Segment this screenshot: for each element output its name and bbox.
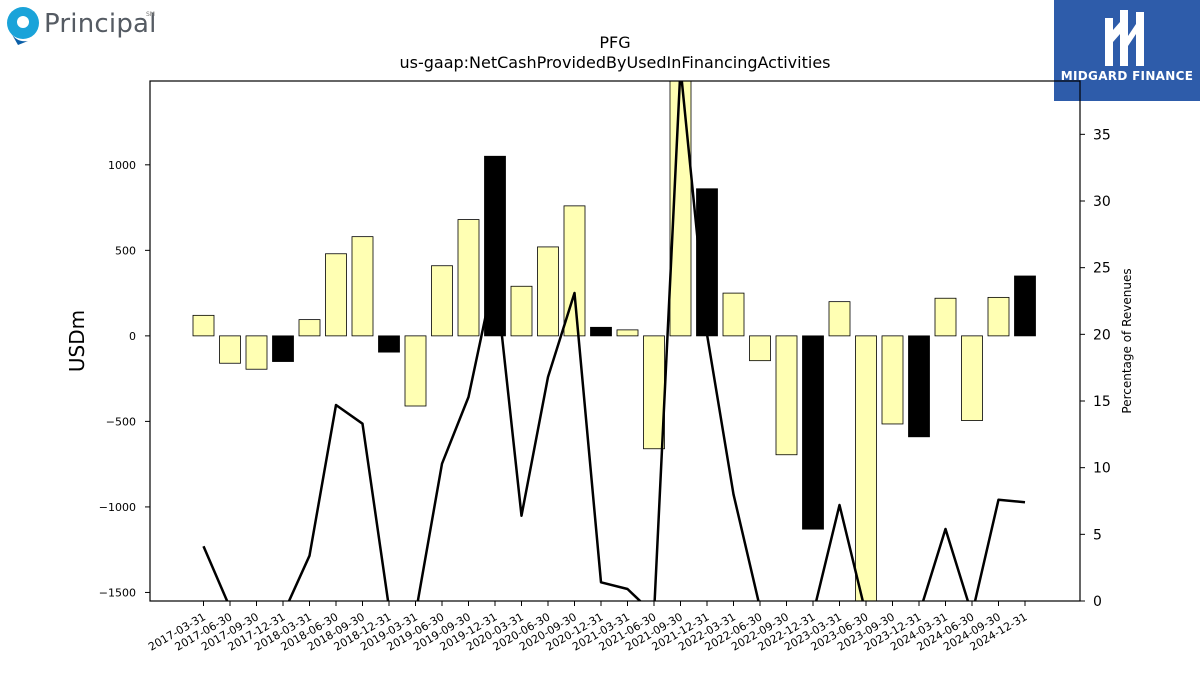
bar-2019-09-30 (457, 219, 480, 337)
midgard-m-icon (1105, 10, 1144, 66)
bar-2019-06-30 (431, 265, 453, 337)
midgard-logo: MIDGARD FINANCE (1054, 0, 1200, 101)
y2-axis-label: Percentage of Revenues (1120, 268, 1134, 413)
line-group (202, 81, 1026, 601)
y-tick-label: 500 (115, 244, 136, 257)
percentage-line (202, 81, 1026, 601)
bar-2024-12-31 (1014, 275, 1036, 337)
bar-2021-03-31 (616, 329, 639, 337)
bars-group (192, 81, 1036, 601)
midgard-brand-text: MIDGARD FINANCE (1060, 69, 1194, 83)
plot-frame (149, 80, 1081, 602)
bar-2018-06-30 (325, 253, 347, 337)
bar-2021-09-30 (669, 81, 692, 337)
y-tick-label: −1500 (99, 586, 136, 599)
bar-2020-12-31 (590, 326, 612, 337)
y2-tick-label: 25 (1093, 261, 1111, 277)
y2-tick-label: 30 (1093, 194, 1111, 210)
bar-2017-12-31 (272, 335, 294, 362)
bar-2022-09-30 (775, 335, 798, 456)
service-mark: SM (146, 11, 155, 18)
bar-2023-03-31 (828, 301, 851, 337)
y-tick-label: −500 (106, 415, 136, 428)
principal-logo: Principal SM (6, 5, 166, 49)
y2-tick-label: 20 (1093, 327, 1111, 343)
bar-2017-06-30 (219, 335, 241, 364)
bar-2024-09-30 (987, 296, 1010, 337)
axes-group (145, 80, 1085, 606)
chart-title: PFG (599, 33, 630, 52)
bar-2024-06-30 (961, 335, 983, 421)
bar-2018-03-31 (298, 319, 321, 337)
bar-2022-06-30 (749, 335, 771, 362)
y2-tick-label: 0 (1093, 594, 1102, 610)
bar-2017-09-30 (245, 335, 268, 370)
bar-2018-09-30 (351, 236, 374, 337)
bar-2022-12-31 (802, 335, 824, 530)
principal-wordmark: Principal (44, 9, 157, 39)
y-tick-label: 0 (129, 330, 136, 343)
y-axis-label: USDm (65, 310, 89, 372)
y2-tick-label: 5 (1093, 527, 1102, 543)
bar-2023-12-31 (908, 335, 930, 438)
bar-2021-06-30 (643, 335, 665, 450)
chart-subtitle: us-gaap:NetCashProvidedByUsedInFinancing… (399, 53, 830, 72)
bar-2024-03-31 (934, 297, 957, 337)
bar-2022-03-31 (722, 292, 745, 337)
bar-2023-09-30 (881, 335, 904, 425)
y2-tick-label: 35 (1093, 127, 1111, 143)
bar-2019-03-31 (404, 335, 427, 407)
y2-tick-label: 15 (1093, 394, 1111, 410)
bar-2020-06-30 (537, 246, 559, 337)
bar-2018-12-31 (378, 335, 400, 353)
y-tick-label: 1000 (108, 159, 136, 172)
bar-2020-03-31 (510, 285, 533, 337)
bar-2017-03-31 (192, 314, 215, 337)
bar-2023-06-30 (855, 335, 877, 601)
principal-p-icon (7, 7, 39, 45)
y-tick-label: −1000 (99, 501, 136, 514)
y2-tick-label: 10 (1093, 461, 1111, 477)
bar-2020-09-30 (563, 205, 586, 337)
